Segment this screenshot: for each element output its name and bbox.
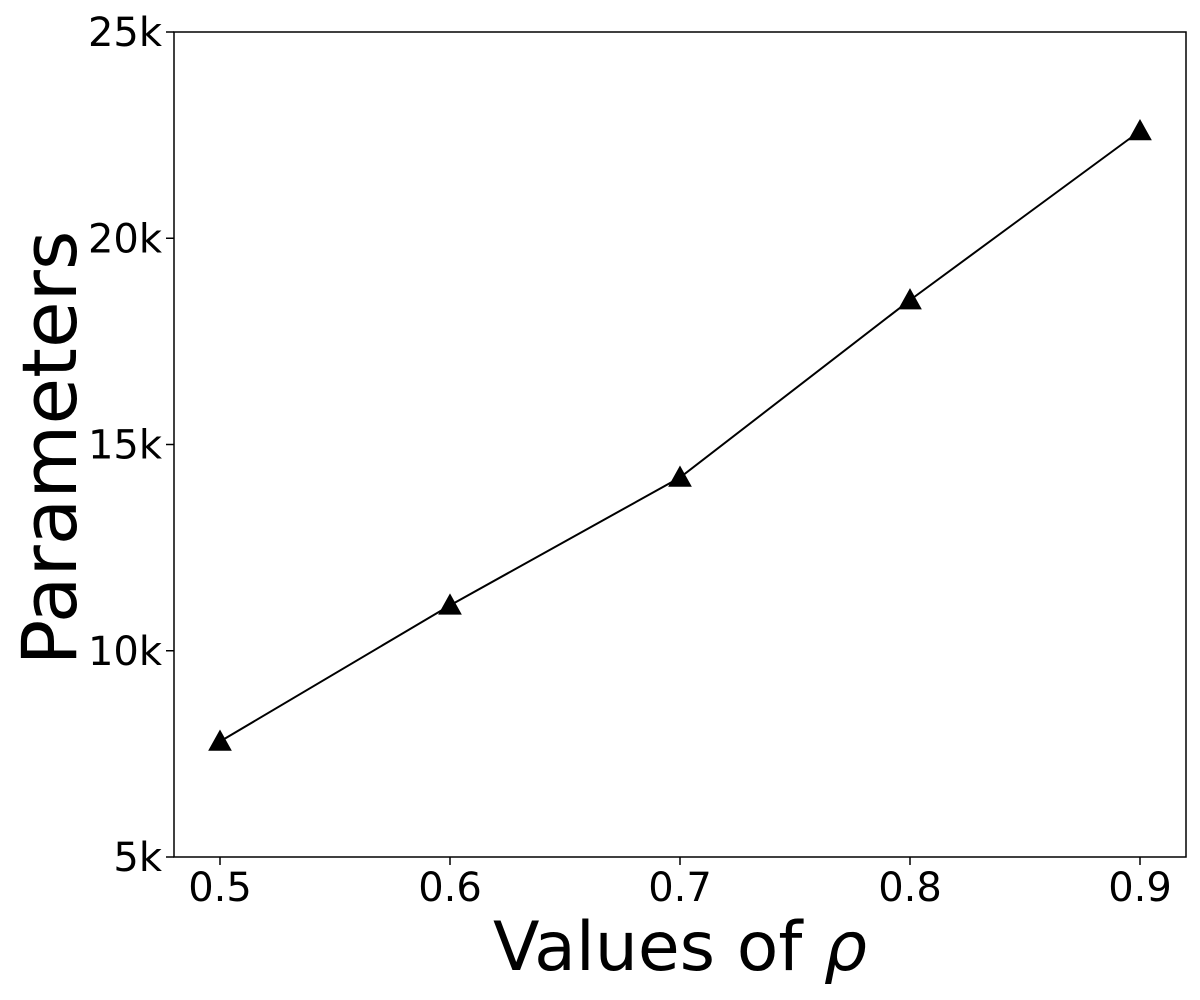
- x-tick-label: 0.8: [878, 865, 942, 911]
- x-axis-label: Values of ρ: [493, 908, 867, 987]
- plot-area-frame: [173, 31, 1187, 858]
- x-tick-label: 0.5: [188, 865, 252, 911]
- y-tick-label: 25k: [88, 10, 163, 56]
- x-axis-ticks: 0.5 0.6 0.7 0.8 0.9: [188, 857, 1172, 911]
- y-axis-label: Parameters: [5, 231, 94, 666]
- x-tick-label: 0.6: [418, 865, 482, 911]
- x-tick-label: 0.9: [1108, 865, 1172, 911]
- data-point-marker: [208, 729, 232, 751]
- data-point-marker: [1128, 118, 1152, 141]
- y-tick-label: 5k: [113, 835, 162, 881]
- data-series: [208, 118, 1152, 751]
- x-axis-label-text: Values of: [493, 908, 824, 987]
- x-tick-label: 0.7: [648, 865, 712, 911]
- x-axis-label-symbol: ρ: [824, 908, 867, 987]
- data-point-marker: [898, 288, 922, 310]
- y-tick-label: 15k: [88, 423, 163, 469]
- series-line: [219, 130, 1141, 743]
- y-axis-ticks: 5k 10k 15k 20k 25k: [88, 10, 174, 881]
- y-tick-label: 20k: [88, 216, 163, 262]
- data-point-marker: [668, 465, 692, 487]
- data-point-marker: [438, 593, 462, 615]
- y-tick-label: 10k: [88, 629, 163, 675]
